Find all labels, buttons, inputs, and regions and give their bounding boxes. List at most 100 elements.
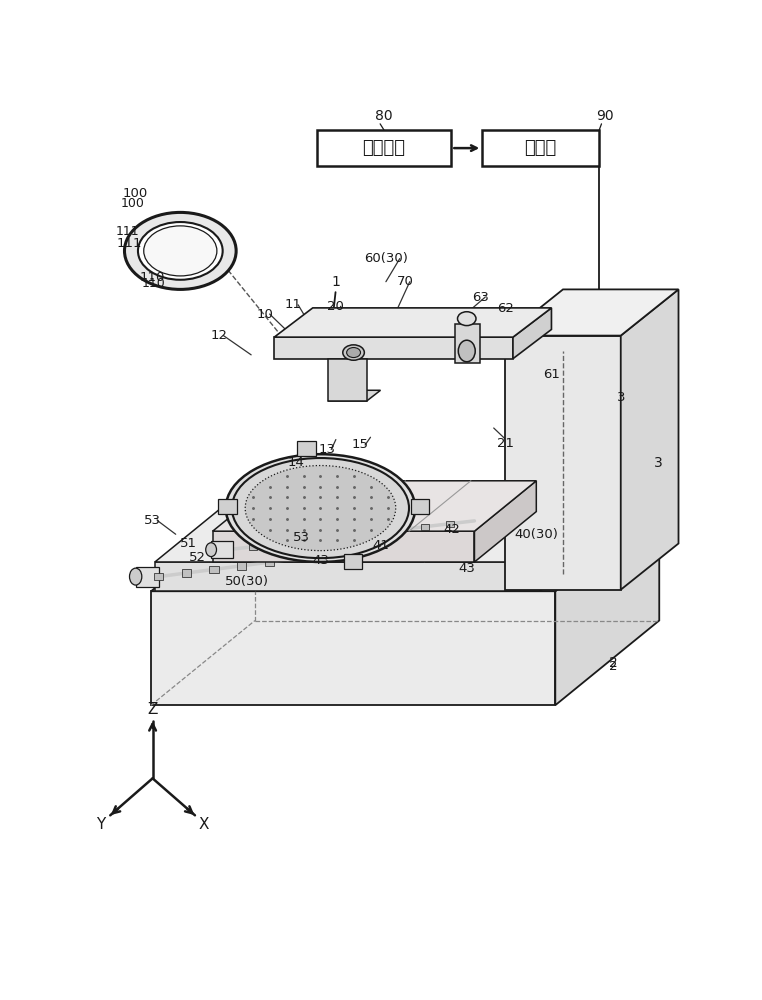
Text: 62: 62 — [497, 302, 514, 315]
Bar — [455, 324, 480, 363]
Text: Z: Z — [147, 702, 158, 717]
Ellipse shape — [347, 348, 360, 358]
Bar — [224, 547, 232, 553]
Bar — [274, 541, 281, 547]
Polygon shape — [621, 289, 678, 590]
Bar — [237, 562, 246, 570]
Bar — [211, 541, 232, 558]
Ellipse shape — [138, 222, 223, 280]
Bar — [249, 544, 257, 550]
Polygon shape — [505, 336, 621, 590]
Text: 3: 3 — [616, 391, 625, 404]
Text: X: X — [199, 817, 210, 832]
Polygon shape — [151, 507, 659, 591]
Bar — [181, 569, 191, 577]
Text: 输入单元: 输入单元 — [363, 139, 405, 157]
Text: 100: 100 — [120, 197, 145, 210]
Text: 42: 42 — [443, 523, 459, 536]
Bar — [298, 538, 306, 544]
Text: 12: 12 — [210, 329, 227, 342]
Polygon shape — [155, 562, 540, 591]
Bar — [372, 529, 379, 535]
Polygon shape — [151, 591, 555, 705]
Text: 51: 51 — [180, 537, 197, 550]
Ellipse shape — [124, 212, 236, 289]
Bar — [430, 537, 439, 544]
Ellipse shape — [457, 312, 476, 326]
Bar — [397, 526, 405, 533]
Text: 11: 11 — [285, 298, 302, 311]
Ellipse shape — [206, 543, 216, 557]
Polygon shape — [274, 337, 513, 359]
Text: 50(30): 50(30) — [226, 576, 269, 588]
Text: 100: 100 — [123, 187, 149, 200]
Text: 10: 10 — [257, 308, 274, 321]
Ellipse shape — [130, 568, 142, 585]
Polygon shape — [505, 289, 678, 336]
Text: 控制部: 控制部 — [524, 139, 557, 157]
Bar — [316, 130, 451, 166]
Bar — [154, 573, 163, 580]
Text: 63: 63 — [472, 291, 489, 304]
Bar — [297, 441, 315, 456]
Polygon shape — [155, 490, 628, 562]
Bar — [292, 555, 301, 562]
Polygon shape — [555, 507, 659, 705]
Text: 1: 1 — [331, 275, 341, 289]
Ellipse shape — [343, 345, 364, 360]
Text: 2: 2 — [609, 660, 617, 673]
Polygon shape — [213, 481, 536, 531]
Ellipse shape — [144, 226, 217, 276]
Bar — [421, 524, 429, 530]
Ellipse shape — [232, 458, 409, 558]
Polygon shape — [475, 481, 536, 562]
Text: 52: 52 — [189, 551, 206, 564]
Bar — [402, 540, 411, 548]
Bar — [375, 544, 384, 552]
Ellipse shape — [226, 454, 415, 562]
Bar — [136, 567, 158, 587]
Text: 110: 110 — [140, 271, 165, 284]
Bar — [210, 566, 219, 573]
Text: Y: Y — [96, 817, 106, 832]
Text: 80: 80 — [375, 109, 392, 123]
Bar — [264, 558, 274, 566]
Bar — [218, 499, 236, 514]
Text: 13: 13 — [318, 443, 335, 456]
Bar — [347, 548, 357, 555]
Bar — [320, 551, 329, 559]
Text: 111: 111 — [116, 225, 139, 238]
Text: 60(30): 60(30) — [364, 252, 408, 265]
Bar — [344, 554, 362, 569]
Bar — [482, 130, 599, 166]
Ellipse shape — [458, 340, 475, 362]
Text: 43: 43 — [312, 554, 329, 567]
Text: 111: 111 — [117, 237, 142, 250]
Text: 2: 2 — [609, 656, 617, 670]
Bar — [347, 532, 355, 538]
Text: 41: 41 — [372, 539, 389, 552]
Text: 14: 14 — [287, 456, 304, 469]
Text: 40(30): 40(30) — [514, 528, 558, 541]
Polygon shape — [328, 390, 380, 401]
Polygon shape — [213, 531, 475, 562]
Bar — [323, 535, 331, 541]
Text: 53: 53 — [293, 531, 309, 544]
Text: 3: 3 — [654, 456, 663, 470]
Polygon shape — [540, 490, 628, 591]
Text: 61: 61 — [543, 368, 560, 381]
Bar — [458, 533, 467, 541]
Text: 43: 43 — [458, 562, 475, 575]
Polygon shape — [274, 308, 552, 337]
Text: 70: 70 — [397, 275, 414, 288]
Text: 53: 53 — [144, 514, 161, 527]
Text: 90: 90 — [597, 109, 614, 123]
Polygon shape — [513, 308, 552, 359]
Text: 21: 21 — [497, 437, 514, 450]
Text: 20: 20 — [328, 300, 344, 313]
Bar — [446, 521, 453, 527]
Bar — [411, 499, 429, 514]
Text: 15: 15 — [352, 438, 369, 451]
Bar — [328, 359, 367, 401]
Ellipse shape — [245, 466, 395, 551]
